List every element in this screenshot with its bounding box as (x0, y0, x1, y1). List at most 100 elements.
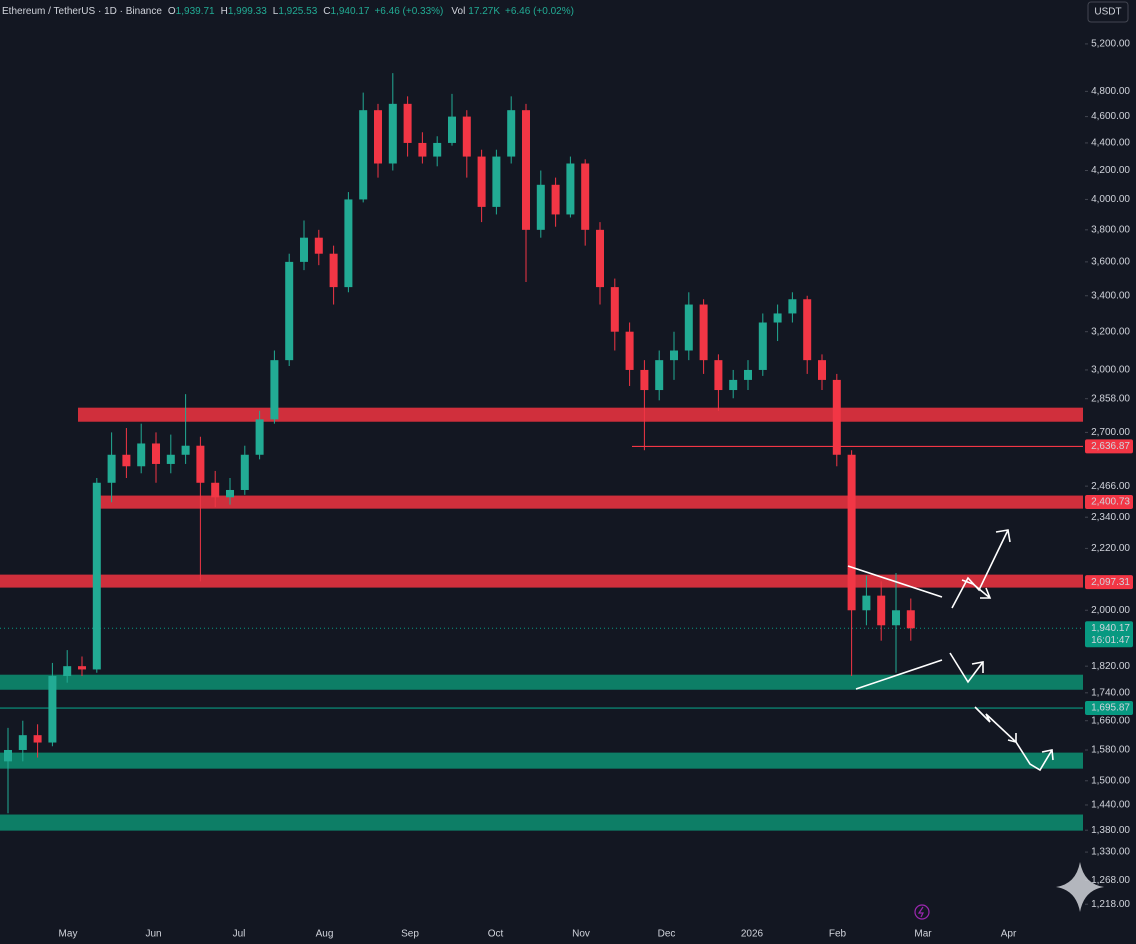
y-tick-label: 5,200.00 (1091, 39, 1130, 50)
candle-body (818, 360, 826, 380)
candle-body (329, 253, 338, 288)
y-tick-label: 2,220.00 (1091, 543, 1130, 554)
candle-body (4, 749, 12, 762)
currency-button[interactable] (1087, 1, 1129, 23)
y-tick-label: 1,440.00 (1091, 800, 1130, 811)
candle-body (744, 369, 752, 380)
trend-line (847, 565, 943, 598)
zone (0, 814, 1083, 831)
ohlc-value: 1,940.17 (331, 6, 370, 17)
y-tick-label: 2,000.00 (1091, 605, 1130, 616)
price-tag-label: 2,400.73 (1091, 497, 1130, 508)
x-tick-label: May (59, 929, 78, 940)
arrow-head (980, 587, 992, 599)
alert-bolt (917, 906, 924, 918)
candle-body (788, 299, 797, 314)
candle-body (699, 304, 708, 361)
candle-body (196, 445, 205, 483)
y-tick-label: 1,268.00 (1091, 875, 1130, 886)
x-tick-label: Jun (145, 929, 161, 940)
y-tick-label: 1,500.00 (1091, 775, 1130, 786)
y-tick-label: 3,000.00 (1091, 365, 1130, 376)
y-tick-label: 3,800.00 (1091, 224, 1130, 235)
candle-body (462, 116, 471, 157)
x-tick-label: Dec (658, 929, 676, 940)
candle-body (314, 237, 323, 254)
zone (0, 574, 1083, 588)
candle-body (226, 489, 234, 498)
candle-body (892, 610, 900, 626)
candle-body (255, 419, 264, 455)
candle-body (122, 454, 131, 467)
candle-body (300, 237, 308, 262)
symbol: Ethereum / TetherUS · 1D · Binance (2, 6, 162, 17)
y-tick-label: 1,740.00 (1091, 687, 1130, 698)
candle-body (166, 454, 175, 464)
change: +6.46 (+0.33%) (374, 6, 443, 17)
candle-body (240, 454, 249, 490)
candle-body (92, 482, 101, 670)
y-tick-label: 1,820.00 (1091, 661, 1130, 672)
candle-body (758, 322, 767, 370)
y-tick-label: 2,700.00 (1091, 427, 1130, 438)
y-tick-label: 1,330.00 (1091, 847, 1130, 858)
candle-body (403, 103, 412, 143)
arrow-head (1007, 733, 1017, 744)
x-tick-label: Mar (914, 929, 932, 940)
ohlc-key: O (168, 6, 176, 17)
x-tick-label: Apr (1001, 929, 1017, 940)
candle-body (18, 735, 27, 750)
y-tick-label: 1,380.00 (1091, 825, 1130, 836)
price-tag (1085, 621, 1133, 648)
volume: 17.27K (468, 6, 500, 17)
candle-body (477, 156, 486, 207)
candle-body (551, 184, 560, 215)
y-tick-label: 2,340.00 (1091, 512, 1130, 523)
zone (0, 674, 1083, 690)
candle-body (670, 350, 678, 361)
x-tick-label: Sep (401, 929, 419, 940)
candle-body (78, 666, 86, 670)
ohlc-key: H (221, 6, 228, 17)
candle-body (507, 110, 516, 157)
candle-body (522, 110, 530, 230)
candle-body (536, 184, 545, 230)
price-tag (1085, 575, 1133, 590)
price-tag-label: 2,636.87 (1091, 441, 1130, 452)
y-tick-label: 4,800.00 (1091, 86, 1130, 97)
candle-body (63, 666, 72, 677)
candle-body (640, 369, 649, 391)
y-tick-label: 3,600.00 (1091, 257, 1130, 268)
sparkle-icon[interactable] (1056, 862, 1104, 912)
price-axis: 5,200.00 4,800.00 4,600.00 4,400.00 4,200.00… (1085, 39, 1133, 910)
time-axis: May Jun Jul Aug Sep Oct Nov Dec 2026 Feb Mar Apr (59, 929, 1017, 940)
alert-icon[interactable] (914, 904, 930, 920)
volume-change: +6.46 (+0.02%) (505, 6, 574, 17)
zone (95, 495, 1083, 509)
candle-body (211, 482, 220, 498)
price-tag (1085, 495, 1133, 510)
zone (78, 407, 1083, 422)
candle-body (625, 331, 634, 370)
y-tick-label: 4,400.00 (1091, 138, 1130, 149)
x-tick-label: Feb (829, 929, 847, 940)
candle-body (270, 360, 279, 420)
currency[interactable]: USDT (1094, 7, 1121, 18)
y-tick-label: 3,400.00 (1091, 290, 1130, 301)
ohlc-key: C (323, 6, 330, 17)
arrow-head (1041, 749, 1054, 761)
candle-body (48, 676, 57, 743)
candle-body (610, 287, 619, 332)
y-tick-label: 2,466.00 (1091, 481, 1130, 492)
y-tick-label: 3,200.00 (1091, 326, 1130, 337)
price-tag-label: 1,695.87 (1091, 703, 1130, 714)
ohlc-value: 1,925.53 (278, 6, 317, 17)
legend-header: Ethereum / TetherUS · 1D · Binance O1,939… (2, 6, 574, 17)
candle-body (418, 142, 427, 157)
candle-body (152, 443, 160, 464)
ohlc-value: 1,939.71 (176, 6, 215, 17)
y-tick-label: 4,000.00 (1091, 194, 1130, 205)
candle-body (359, 110, 368, 200)
y-tick-label: 1,580.00 (1091, 745, 1130, 756)
